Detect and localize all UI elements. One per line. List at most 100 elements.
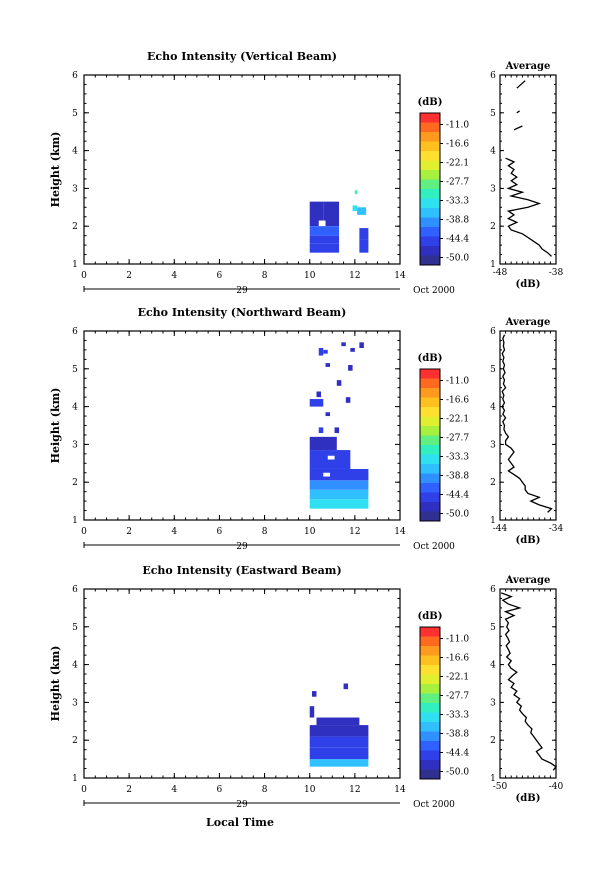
x-tick-label: 2 bbox=[126, 527, 132, 537]
y-tick-label: 2 bbox=[72, 478, 78, 488]
x-tick-label: 14 bbox=[394, 785, 406, 795]
heatmap-cell bbox=[325, 363, 331, 367]
x-tick-label: 14 bbox=[394, 271, 406, 281]
colorbar-tick-label: -22.1 bbox=[446, 159, 469, 169]
profile-y-tick-label: 2 bbox=[490, 222, 496, 232]
colorbar-swatch bbox=[420, 769, 440, 780]
y-tick-label: 6 bbox=[72, 71, 78, 81]
profile-y-tick-label: 5 bbox=[490, 623, 496, 633]
heatmap-cell bbox=[323, 349, 328, 354]
x-tick-label: 6 bbox=[217, 271, 223, 281]
colorbar-frame bbox=[419, 626, 441, 780]
profile-y-tick-label: 4 bbox=[490, 661, 496, 671]
heatmap-cell bbox=[323, 201, 340, 227]
colorbar-swatch bbox=[420, 198, 440, 209]
colorbar-swatch bbox=[420, 511, 440, 522]
x-tick-label: 12 bbox=[349, 527, 360, 537]
heatmap-cell bbox=[309, 436, 337, 451]
x-tick-label: 10 bbox=[304, 527, 316, 537]
heatmap-cell bbox=[350, 348, 355, 352]
colorbar-tick-label: -50.0 bbox=[446, 254, 469, 264]
colorbar-swatch bbox=[420, 369, 440, 379]
colorbar-swatch bbox=[420, 388, 440, 398]
profile-frame bbox=[499, 74, 557, 265]
heatmap-cell bbox=[341, 342, 346, 347]
colorbar-swatch bbox=[420, 655, 440, 666]
y-axis-label: Height (km) bbox=[49, 388, 62, 464]
y-tick-label: 1 bbox=[72, 260, 78, 270]
heatmap-cell bbox=[309, 201, 324, 227]
x-tick-label: 8 bbox=[262, 271, 268, 281]
profile-x-tick-label: -44 bbox=[493, 524, 508, 534]
heatmap-cell bbox=[309, 736, 369, 748]
profile-x-label: (dB) bbox=[516, 793, 541, 804]
profile-line bbox=[505, 157, 552, 257]
colorbar-swatch bbox=[420, 416, 440, 427]
y-tick-label: 5 bbox=[72, 623, 78, 633]
heatmap-cell bbox=[359, 239, 369, 253]
x-tick-label: 0 bbox=[81, 785, 87, 795]
profile-x-label: (dB) bbox=[516, 535, 541, 546]
y-tick-label: 3 bbox=[72, 698, 78, 708]
x-tick-label: 12 bbox=[349, 785, 360, 795]
colorbar-swatch bbox=[420, 132, 440, 142]
profile-y-tick-label: 2 bbox=[490, 478, 496, 488]
y-axis-label: Height (km) bbox=[49, 132, 62, 208]
x-tick-label: 4 bbox=[171, 785, 177, 795]
profile-title: Average bbox=[505, 61, 551, 72]
heatmap-cell bbox=[309, 759, 369, 767]
y-tick-label: 2 bbox=[72, 736, 78, 746]
date-label: Oct 2000 bbox=[413, 542, 455, 552]
panel-1: Echo Intensity (Vertical Beam)0 2 4 6 8 10 12 1… bbox=[49, 50, 564, 296]
heatmap-cell bbox=[311, 691, 317, 697]
heatmap-cell bbox=[309, 499, 369, 509]
colorbar-tick-label: -33.3 bbox=[446, 197, 469, 207]
colorbar-swatch bbox=[420, 693, 440, 704]
x-tick-label: 0 bbox=[81, 271, 87, 281]
colorbar-tick-label: -38.8 bbox=[446, 216, 469, 226]
heatmap-cell bbox=[309, 706, 315, 718]
y-tick-label: 4 bbox=[72, 403, 78, 413]
x-tick-label: 14 bbox=[394, 527, 406, 537]
y-tick-label: 4 bbox=[72, 661, 78, 671]
heatmap-cell bbox=[309, 450, 351, 469]
heatmap-cell bbox=[309, 226, 340, 236]
colorbar-swatch bbox=[420, 464, 440, 474]
panel-3: Echo Intensity (Eastward Beam)0 2 4 6 8 10 12 1… bbox=[49, 564, 564, 810]
profile-y-tick-label: 3 bbox=[490, 184, 496, 194]
date-label: Oct 2000 bbox=[413, 800, 455, 810]
colorbar-swatch bbox=[420, 731, 440, 742]
colorbar-swatch bbox=[420, 502, 440, 512]
colorbar-tick-label: -22.1 bbox=[446, 673, 469, 683]
colorbar-swatch bbox=[420, 473, 440, 484]
profile-y-tick-label: 6 bbox=[490, 71, 496, 81]
colorbar-swatch bbox=[420, 492, 440, 503]
heatmap-cell bbox=[318, 427, 324, 434]
colorbar-tick-label: -50.0 bbox=[446, 510, 469, 520]
heatmap-cell bbox=[348, 365, 353, 371]
heatmap-cell bbox=[343, 683, 349, 690]
y-tick-label: 5 bbox=[72, 365, 78, 375]
colorbar-swatch bbox=[420, 760, 440, 770]
colorbar-swatch bbox=[420, 684, 440, 694]
colorbar-swatch bbox=[420, 141, 440, 152]
x-tick-label: 4 bbox=[171, 271, 177, 281]
y-tick-label: 5 bbox=[72, 109, 78, 119]
y-tick-label: 3 bbox=[72, 440, 78, 450]
colorbar-swatch bbox=[420, 665, 440, 675]
heatmap-cell bbox=[357, 207, 367, 215]
heatmap-cell bbox=[345, 397, 351, 403]
heatmap-cell bbox=[309, 468, 369, 481]
panel-title: Echo Intensity (Vertical Beam) bbox=[147, 50, 337, 63]
colorbar-swatch bbox=[420, 113, 440, 123]
x-tick-label: 12 bbox=[349, 271, 360, 281]
colorbar-frame bbox=[419, 368, 441, 522]
profile-y-tick-label: 4 bbox=[490, 403, 496, 413]
colorbar-frame bbox=[419, 112, 441, 266]
colorbar-swatch bbox=[420, 122, 440, 133]
colorbar-swatch bbox=[420, 674, 440, 685]
profile-y-tick-label: 6 bbox=[490, 585, 496, 595]
x-tick-label: 6 bbox=[217, 785, 223, 795]
heatmap-cell bbox=[323, 472, 331, 477]
